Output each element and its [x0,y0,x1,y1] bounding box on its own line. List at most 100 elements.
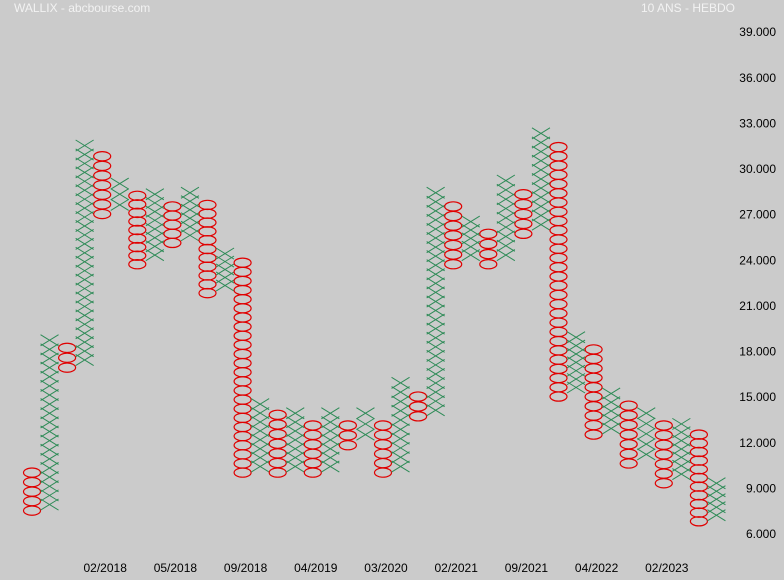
x-column [215,247,235,292]
o-box [128,224,147,236]
o-box [514,198,533,210]
x-box [531,191,551,204]
x-box [40,343,59,356]
o-box [163,237,182,249]
o-column [444,201,463,270]
o-box [409,391,428,402]
x-box [426,368,445,380]
x-box [75,336,94,349]
x-column [110,177,130,211]
x-box [285,425,305,438]
x-box [672,459,691,472]
x-box [40,480,59,493]
x-box [426,259,445,272]
x-tick-label: 05/2018 [154,561,198,575]
o-box [479,238,498,250]
x-box [40,334,59,347]
o-box [128,216,147,227]
x-box [601,396,621,409]
x-box [250,398,270,411]
x-box [566,381,586,394]
x-box [601,413,621,426]
x-box [461,240,481,253]
x-box [321,407,340,420]
x-box [145,188,165,201]
x-box [672,426,691,439]
y-tick-label: 6.000 [746,527,776,541]
x-box [75,175,94,188]
x-box [391,376,410,389]
x-column [321,407,340,473]
o-box [128,250,147,261]
x-box [601,387,621,400]
x-box [426,322,445,335]
x-box [426,232,445,245]
o-column [584,344,603,440]
x-box [426,204,445,217]
o-box [198,287,217,299]
x-box [636,438,656,451]
x-box [426,404,445,417]
x-box [250,415,270,428]
o-box [514,228,533,239]
x-box [40,398,59,411]
x-box [672,468,691,481]
x-box [426,268,445,281]
x-box [531,145,551,158]
y-tick-label: 18.000 [739,345,776,359]
x-box [356,428,375,441]
x-box [285,416,305,429]
x-box [391,414,410,427]
x-tick-label: 09/2018 [224,561,268,575]
x-box [75,237,94,250]
x-box [707,509,726,522]
x-box [531,218,551,231]
x-box [110,198,130,211]
x-box [426,340,445,353]
o-column [57,342,77,373]
o-column [373,420,393,478]
o-box [22,505,42,516]
x-column [391,376,410,473]
x-box [75,246,94,259]
o-box [338,420,357,431]
x-box [426,358,445,371]
y-tick-label: 15.000 [739,390,776,404]
x-box [75,264,94,277]
x-box [40,498,59,511]
x-box [285,451,305,464]
x-box [531,173,551,186]
x-box [180,220,200,233]
x-box [180,212,200,225]
x-box [426,250,445,263]
x-box [180,203,200,216]
o-box [128,199,147,210]
o-column [198,199,217,299]
x-box [285,460,305,473]
o-box [128,190,147,201]
o-column [22,467,42,516]
o-box [57,342,77,354]
x-box [426,349,445,362]
x-box [75,354,94,367]
x-box [496,202,516,215]
x-box [40,352,59,365]
o-box [128,259,147,270]
x-tick-label: 02/2018 [84,561,128,575]
chart-subtitle: 10 ANS - HEBDO [641,1,735,15]
o-box [338,430,357,441]
o-box [128,241,147,253]
x-box [531,209,551,222]
x-box [566,339,586,352]
x-column [180,186,200,242]
y-tick-label: 33.000 [739,116,776,130]
x-column [40,334,59,511]
x-box [426,331,445,344]
x-tick-label: 03/2020 [364,561,408,575]
x-box [40,389,59,402]
o-box [268,467,287,478]
x-box [40,425,59,438]
x-box [75,309,94,322]
x-box [145,240,165,253]
x-box [321,442,340,455]
